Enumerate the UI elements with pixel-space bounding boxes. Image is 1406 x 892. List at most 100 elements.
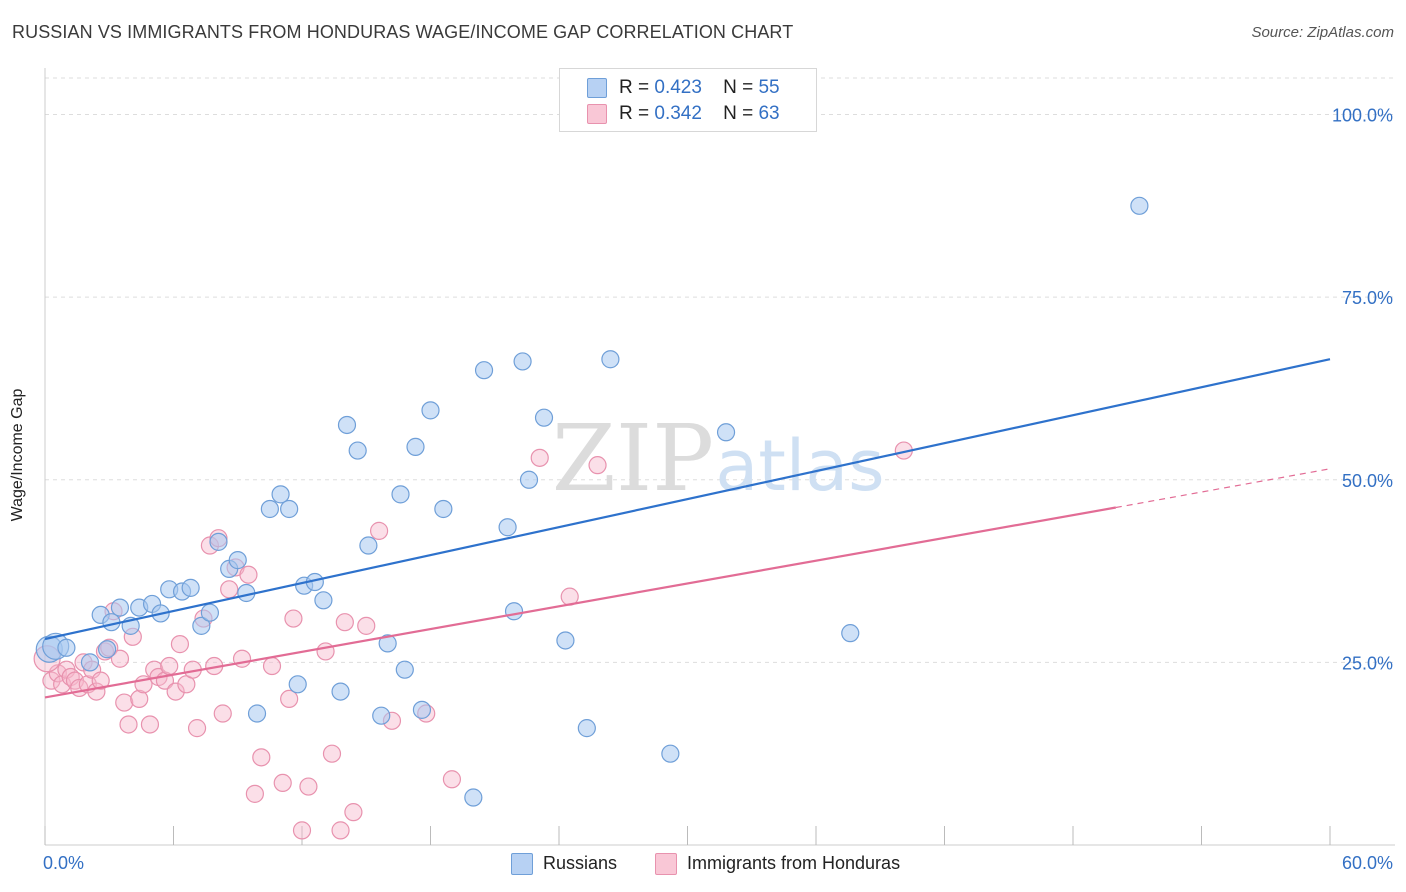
trend-line-honduras (44, 506, 1117, 699)
point-honduras (170, 635, 190, 654)
point-russians (314, 591, 333, 610)
point-russians (577, 719, 596, 738)
trend-line-honduras-extension (1115, 468, 1331, 509)
x-tick-label-max: 60.0% (1342, 853, 1393, 873)
tick-labels: 25.0% 50.0% 75.0% 100.0% 0.0% 60.0% (43, 106, 1393, 873)
point-honduras (115, 693, 134, 712)
point-honduras (316, 642, 335, 661)
point-russians (716, 423, 736, 442)
point-honduras (273, 773, 292, 793)
point-honduras (322, 744, 342, 763)
legend-r-label: R = (619, 103, 650, 124)
bottom-legend-label-russians: Russians (543, 853, 618, 873)
bottom-legend-swatch-pink (655, 853, 677, 875)
point-honduras (442, 770, 462, 789)
point-honduras (292, 821, 312, 840)
trend-line-russians (44, 358, 1331, 641)
point-russians (348, 441, 367, 460)
point-russians (271, 485, 290, 504)
point-honduras (357, 616, 376, 635)
legend-r-label: R = (619, 77, 650, 98)
point-honduras (232, 649, 252, 668)
point-russians (519, 470, 539, 489)
point-russians (504, 602, 524, 621)
point-russians (513, 352, 532, 371)
legend-text-honduras: R = 0.342 N = 63 (619, 103, 780, 125)
watermark: ZIP atlas (552, 405, 885, 512)
point-honduras (187, 719, 207, 738)
point-russians (80, 653, 100, 672)
point-russians (260, 499, 279, 519)
y-tick-label: 50.0% (1342, 471, 1393, 491)
point-russians (498, 518, 517, 537)
point-russians (464, 788, 483, 807)
y-tick-label: 75.0% (1342, 288, 1393, 308)
point-russians (280, 499, 299, 519)
point-honduras (530, 448, 549, 467)
point-russians (391, 485, 410, 504)
correlation-legend: R = 0.423 N = 55 R = 0.342 N = 63 (559, 68, 817, 132)
point-honduras (331, 821, 350, 840)
point-honduras (344, 803, 363, 822)
point-honduras (220, 580, 239, 599)
point-honduras (252, 748, 271, 767)
point-russians (209, 532, 228, 551)
point-russians (412, 700, 432, 719)
point-russians (1130, 196, 1149, 215)
y-tick-label: 100.0% (1332, 106, 1393, 126)
point-russians (110, 598, 130, 617)
point-russians (331, 682, 350, 701)
point-russians (661, 744, 680, 763)
point-russians (378, 634, 397, 653)
point-honduras (213, 704, 232, 723)
point-honduras (42, 671, 61, 690)
point-honduras (130, 689, 149, 709)
chart-title: RUSSIAN VS IMMIGRANTS FROM HONDURAS WAGE… (12, 22, 794, 42)
point-russians (534, 408, 554, 427)
point-russians (474, 361, 494, 380)
point-russians (247, 704, 267, 723)
point-russians (841, 624, 860, 643)
point-russians (200, 603, 220, 622)
point-russians (181, 578, 200, 597)
point-honduras (280, 689, 299, 709)
watermark-zip: ZIP (552, 405, 714, 512)
point-russians (395, 660, 414, 679)
point-honduras (370, 521, 389, 540)
axes (44, 68, 1395, 846)
legend-r-value-honduras: 0.342 (654, 103, 702, 124)
x-tick-label-min: 0.0% (43, 853, 84, 873)
point-russians (337, 415, 357, 435)
point-russians (288, 675, 307, 694)
point-russians (556, 631, 575, 650)
bottom-legend-swatch-blue (511, 853, 533, 875)
legend-r-value-russians: 0.423 (654, 77, 702, 98)
point-russians (601, 350, 620, 369)
bottom-legend-label-honduras: Immigrants from Honduras (687, 853, 901, 873)
trend-lines (44, 358, 1331, 699)
point-honduras (140, 715, 160, 734)
point-honduras (110, 649, 130, 668)
point-honduras (245, 784, 264, 803)
point-honduras (335, 613, 354, 632)
legend-n-value-russians: 55 (758, 77, 780, 98)
legend-swatch-blue (587, 78, 607, 98)
point-russians (421, 401, 440, 420)
point-russians (192, 616, 211, 635)
point-honduras (239, 565, 258, 584)
point-honduras (160, 656, 179, 676)
point-honduras (166, 682, 185, 701)
legend-n-label: N = (723, 77, 754, 98)
point-honduras (91, 671, 110, 690)
point-russians (359, 536, 378, 555)
watermark-atlas: atlas (715, 425, 884, 507)
legend-n-value-honduras: 63 (758, 103, 780, 124)
point-russians (434, 499, 453, 519)
series-russians-points (35, 196, 1149, 807)
point-honduras (262, 656, 282, 676)
point-russians (406, 437, 425, 456)
legend-swatch-pink (587, 104, 607, 124)
legend-text-russians: R = 0.423 N = 55 (619, 77, 780, 99)
point-russians (372, 706, 391, 725)
